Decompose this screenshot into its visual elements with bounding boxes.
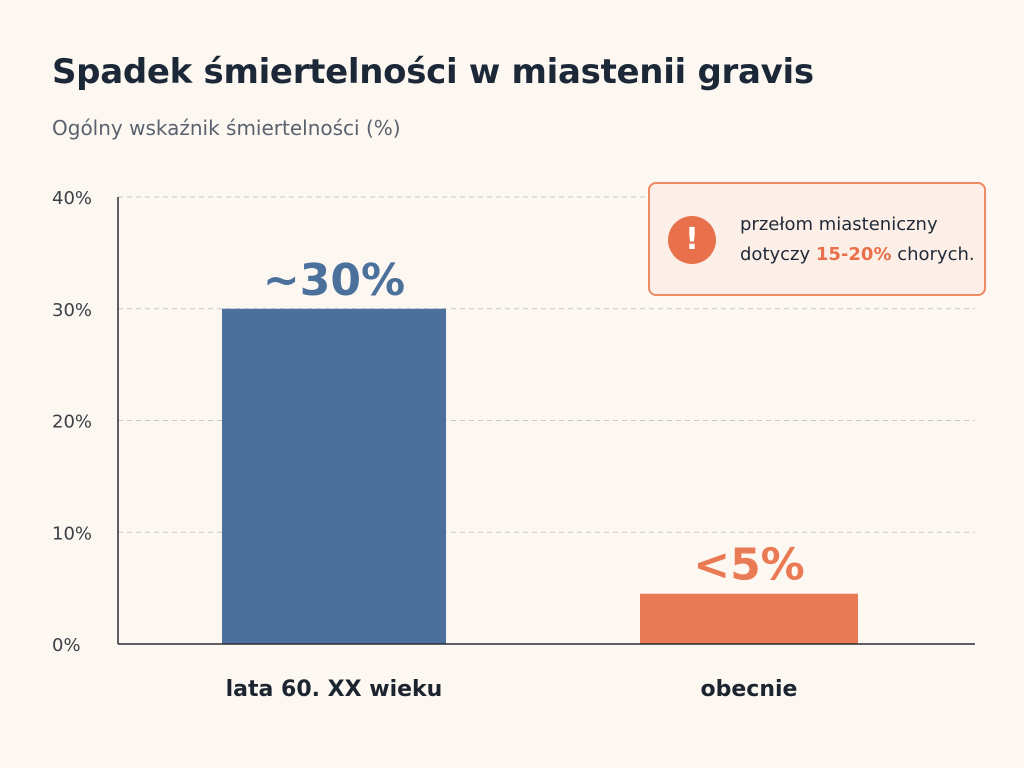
chart-subtitle: Ogólny wskaźnik śmiertelności (%) [52,116,401,140]
y-tick-label: 20% [52,412,92,433]
bar [222,308,446,644]
callout-line-2-post: chorych. [891,244,975,265]
data-label: ~30% [263,255,405,306]
info-callout: ! przełom miasteniczny dotyczy 15-20% ch… [648,182,986,296]
data-label: <5% [693,540,805,591]
page-title: Spadek śmiertelności w miastenii gravis [52,52,814,92]
callout-text: przełom miasteniczny dotyczy 15-20% chor… [740,210,978,270]
callout-highlight: 15-20% [815,244,892,265]
y-tick-label: 0% [52,635,81,656]
y-tick-label: 30% [52,300,92,321]
bar [640,593,858,644]
y-tick-label: 40% [52,188,92,209]
x-tick-label: lata 60. XX wieku [226,677,443,702]
x-tick-label: obecnie [701,677,798,702]
exclamation-icon: ! [668,216,716,264]
callout-line-2-pre: dotyczy [740,244,816,265]
y-tick-label: 10% [52,523,92,544]
callout-line-2: dotyczy 15-20% chorych. [740,240,978,270]
callout-line-1: przełom miasteniczny [740,214,938,235]
